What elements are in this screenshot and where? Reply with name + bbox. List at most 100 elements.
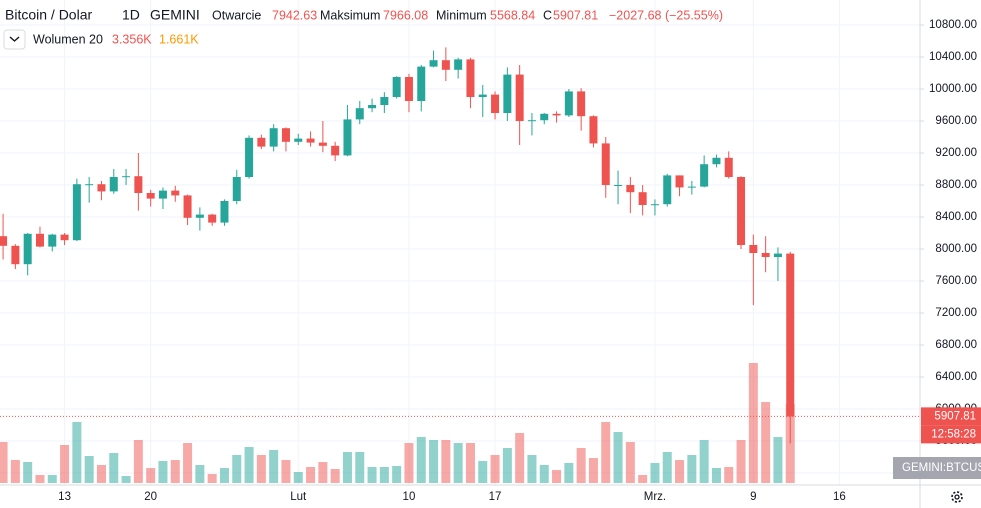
volume-bar	[60, 445, 70, 483]
volume-bar	[244, 447, 254, 483]
low-value: 5568.84	[490, 8, 535, 22]
volume-bar	[453, 443, 463, 483]
candle-body	[368, 105, 377, 109]
high-label: Maksimum	[320, 8, 380, 22]
candle-body	[72, 184, 81, 241]
volume-bar	[736, 440, 746, 483]
volume-bar	[638, 475, 648, 483]
candle-body	[122, 176, 131, 178]
volume-bar	[256, 455, 266, 483]
volume-bar	[662, 452, 672, 483]
volume-bar	[47, 475, 57, 483]
candle-body	[478, 94, 487, 97]
volume-pane	[0, 363, 795, 483]
collapse-button[interactable]	[3, 29, 26, 50]
volume-bar	[539, 465, 549, 483]
volume-bar	[281, 460, 291, 483]
candle-body	[331, 145, 340, 156]
candle-body	[134, 176, 143, 193]
volume-bar	[367, 467, 377, 483]
close-label: C	[543, 8, 552, 22]
volume-bar	[121, 476, 131, 483]
volume-bar	[564, 463, 574, 483]
candle-body	[171, 190, 180, 196]
y-tick-label: 6800.00	[935, 339, 977, 351]
candle-body	[146, 193, 155, 199]
candle-body	[527, 120, 536, 122]
candle-body	[23, 233, 32, 265]
volume-bar	[306, 467, 316, 483]
candle-body	[503, 74, 512, 113]
candle-body	[0, 236, 8, 246]
candle-body	[294, 138, 303, 142]
candle-body	[749, 245, 758, 253]
x-tick-label: Lut	[290, 491, 307, 503]
y-tick-label: 10800.00	[929, 19, 977, 31]
candle-body	[232, 177, 241, 201]
volume-bar	[342, 452, 352, 483]
x-tick-label: 17	[489, 491, 502, 503]
volume-bar	[293, 472, 303, 483]
axes: 5200.005600.006000.006400.006800.007200.…	[58, 19, 981, 503]
candle-body	[417, 66, 426, 101]
y-tick-label: 9600.00	[935, 115, 977, 127]
candle-body	[786, 253, 795, 417]
grid	[0, 0, 920, 485]
volume-bar	[23, 462, 33, 483]
candle-body	[638, 192, 647, 205]
volume-bar	[588, 458, 598, 483]
candle-body	[195, 214, 204, 218]
gear-center	[954, 494, 960, 500]
candle-body	[454, 59, 463, 70]
volume-ma-value: 1.661K	[159, 32, 199, 46]
candle-body	[158, 190, 167, 199]
volume-bar	[72, 422, 82, 483]
volume-bar	[465, 443, 475, 483]
volume-bar	[392, 466, 402, 483]
candle-body	[761, 253, 770, 257]
y-tick-label: 8800.00	[935, 179, 977, 191]
volume-bar	[330, 469, 340, 483]
low-label: Minimum	[436, 8, 487, 22]
candle-body	[392, 77, 401, 97]
candle-body	[577, 91, 586, 117]
volume-bar	[601, 422, 611, 483]
y-tick-label: 10000.00	[929, 83, 977, 95]
candle-body	[773, 253, 782, 257]
last-price-tag	[921, 407, 981, 426]
volume-bar	[183, 443, 193, 483]
change: −2027.68 (−25.55%)	[609, 8, 723, 22]
volume-bar	[269, 450, 279, 483]
volume-bar	[232, 455, 242, 483]
volume-bar	[133, 440, 143, 483]
candle-body	[687, 186, 696, 188]
y-tick-label: 7200.00	[935, 307, 977, 319]
volume-bar	[785, 404, 795, 483]
y-tick-label: 10400.00	[929, 51, 977, 63]
candle-body	[220, 201, 229, 223]
candle-body	[183, 195, 192, 218]
candle-body	[35, 233, 44, 247]
candle-body	[441, 60, 450, 70]
volume-bar	[650, 463, 660, 483]
volume-bar	[10, 459, 20, 483]
volume-bar	[502, 448, 512, 483]
y-tick-label: 9200.00	[935, 147, 977, 159]
gear-icon	[951, 491, 963, 503]
volume-bar	[109, 453, 119, 483]
legend: Bitcoin / Dolar 1D GEMINI Otwarcie 7942.…	[3, 7, 723, 50]
settings-button[interactable]	[951, 491, 963, 503]
last-price-label: 5907.81	[934, 410, 976, 422]
volume-bar	[515, 433, 525, 483]
volume-bar	[478, 461, 488, 483]
candle-body	[675, 175, 684, 188]
volume-bar	[490, 455, 500, 483]
volume-bar	[195, 465, 205, 483]
candle-body	[269, 128, 278, 147]
volume-bar	[675, 460, 685, 483]
candle-body	[601, 143, 610, 185]
candle-body	[466, 59, 475, 97]
y-tick-label: 8000.00	[935, 243, 977, 255]
candle-body	[737, 177, 746, 245]
